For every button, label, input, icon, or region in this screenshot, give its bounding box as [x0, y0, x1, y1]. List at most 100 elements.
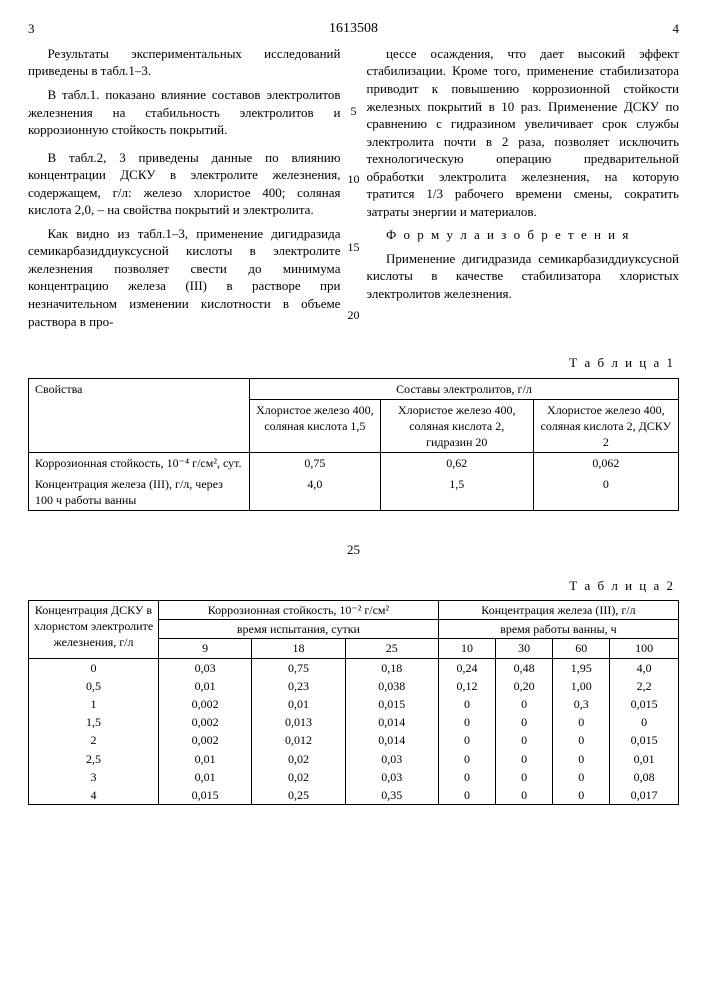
cell: 0,08 [610, 768, 679, 786]
th-col: 9 [159, 639, 252, 658]
th-dsku-conc: Концентрация ДСКУ в хлористом электролит… [29, 601, 159, 659]
table-1: Свойства Составы электролитов, г/л Хлори… [28, 378, 679, 511]
cell: 1,00 [553, 677, 610, 695]
left-column: Результаты экспериментальных исследовани… [28, 45, 340, 336]
table-row: Коррозионная стойкость, 10⁻⁴ г/см², сут.… [29, 453, 679, 474]
table-row: Свойства Составы электролитов, г/л [29, 378, 679, 399]
cell: 0,03 [345, 750, 438, 768]
cell: 0,015 [610, 695, 679, 713]
line-number: 15 [347, 239, 360, 255]
cell: 0 [496, 731, 553, 749]
cell: 0 [553, 713, 610, 731]
cell: 0,24 [438, 658, 495, 677]
cell: 0,18 [345, 658, 438, 677]
page-header: 3 1613508 4 [28, 20, 679, 39]
cell: 0,002 [159, 695, 252, 713]
body-columns: 5 10 15 20 Результаты экспериментальных … [28, 45, 679, 336]
cell: 0 [438, 713, 495, 731]
paragraph: В табл.2, 3 приведены данные по влиянию … [28, 149, 340, 219]
cell: 0 [438, 786, 495, 805]
cell: 0,25 [252, 786, 345, 805]
paragraph: Как видно из табл.1–3, применение дигидр… [28, 225, 340, 330]
cell: 4 [29, 786, 159, 805]
cell: 0,015 [610, 731, 679, 749]
cell: 0,013 [252, 713, 345, 731]
cell: 0,015 [159, 786, 252, 805]
th-col: 100 [610, 639, 679, 658]
cell: 0 [553, 750, 610, 768]
paragraph: Результаты экспериментальных исследовани… [28, 45, 340, 80]
cell: 1 [29, 695, 159, 713]
cell: 0,038 [345, 677, 438, 695]
cell: 0 [496, 768, 553, 786]
cell: 3 [29, 768, 159, 786]
cell: 0 [496, 713, 553, 731]
th-comp1: Хлористое железо 400, соляная кислота 1,… [250, 399, 381, 453]
cell: 1,5 [380, 474, 533, 511]
cell: 0 [438, 768, 495, 786]
th-col: 10 [438, 639, 495, 658]
cell: 0 [438, 750, 495, 768]
cell: 0,062 [533, 453, 678, 474]
cell: 2,5 [29, 750, 159, 768]
cell: 1,95 [553, 658, 610, 677]
line-number: 20 [347, 307, 360, 323]
cell: 0,01 [159, 677, 252, 695]
cell: 0 [553, 786, 610, 805]
th-fe: Концентрация железа (III), г/л [438, 601, 678, 620]
cell: 0 [496, 786, 553, 805]
formula-heading: Ф о р м у л а и з о б р е т е н и я [367, 226, 679, 244]
row-label: Коррозионная стойкость, 10⁻⁴ г/см², сут. [29, 453, 250, 474]
cell: 0,014 [345, 731, 438, 749]
table-row: 10,0020,010,015000,30,015 [29, 695, 679, 713]
cell: 0,014 [345, 713, 438, 731]
cell: 0,75 [252, 658, 345, 677]
th-compositions: Составы электролитов, г/л [250, 378, 679, 399]
line-number-25: 25 [28, 541, 679, 559]
paragraph: Применение дигидразида семикарбазиддиукс… [367, 250, 679, 303]
th-corr: Коррозионная стойкость, 10⁻² г/см² [159, 601, 439, 620]
cell: 0,03 [345, 768, 438, 786]
table-row: 2,50,010,020,030000,01 [29, 750, 679, 768]
table-2: Концентрация ДСКУ в хлористом электролит… [28, 600, 679, 805]
table-row: 30,010,020,030000,08 [29, 768, 679, 786]
th-col: 18 [252, 639, 345, 658]
th-comp3: Хлористое железо 400, соляная кислота 2,… [533, 399, 678, 453]
cell: 1,5 [29, 713, 159, 731]
th-properties: Свойства [29, 378, 250, 453]
cell: 0 [533, 474, 678, 511]
th-col: 25 [345, 639, 438, 658]
page-num-right: 4 [673, 20, 680, 39]
cell: 0,017 [610, 786, 679, 805]
right-column: цессе осаждения, что дает высокий эффект… [367, 45, 679, 309]
table-row: Концентрация железа (III), г/л, через 10… [29, 474, 679, 511]
cell: 0,01 [159, 750, 252, 768]
cell: 0,3 [553, 695, 610, 713]
cell: 0 [496, 695, 553, 713]
cell: 0 [496, 750, 553, 768]
table1-label: Т а б л и ц а 1 [28, 354, 675, 372]
cell: 2,2 [610, 677, 679, 695]
table-row: Концентрация ДСКУ в хлористом электролит… [29, 601, 679, 620]
th-comp2: Хлористое железо 400, соляная кислота 2,… [380, 399, 533, 453]
cell: 4,0 [610, 658, 679, 677]
th-col: 60 [553, 639, 610, 658]
paragraph: цессе осаждения, что дает высокий эффект… [367, 45, 679, 220]
cell: 0,002 [159, 713, 252, 731]
cell: 0,02 [252, 750, 345, 768]
cell: 0,01 [252, 695, 345, 713]
cell: 0,03 [159, 658, 252, 677]
cell: 2 [29, 731, 159, 749]
table-row: 0,50,010,230,0380,120,201,002,2 [29, 677, 679, 695]
cell: 0,01 [610, 750, 679, 768]
cell: 0 [553, 768, 610, 786]
doc-number: 1613508 [35, 20, 673, 39]
cell: 0,35 [345, 786, 438, 805]
cell: 0,48 [496, 658, 553, 677]
cell: 4,0 [250, 474, 381, 511]
table-row: 20,0020,0120,0140000,015 [29, 731, 679, 749]
cell: 0,02 [252, 768, 345, 786]
line-number: 10 [347, 171, 360, 187]
cell: 0 [553, 731, 610, 749]
paragraph: В табл.1. показано влияние составов элек… [28, 86, 340, 139]
